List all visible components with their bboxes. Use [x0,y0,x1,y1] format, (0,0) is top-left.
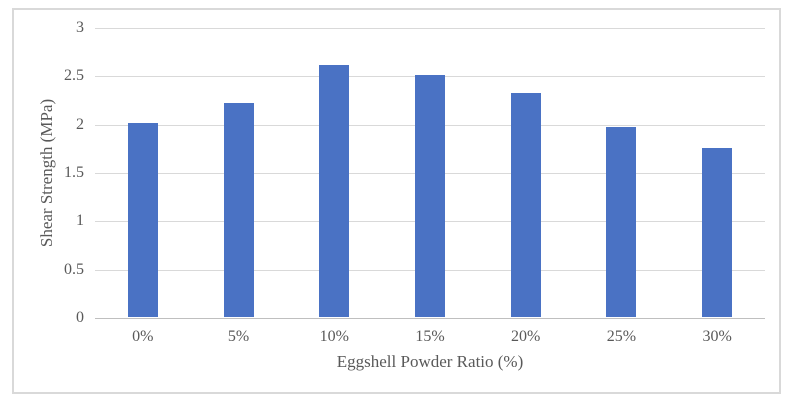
plot-area [95,28,765,319]
y-tick-label: 2 [76,115,84,133]
x-tick-label: 20% [511,328,541,345]
y-tick-label: 1 [76,212,84,230]
bar [127,122,158,317]
bar [319,64,350,317]
y-axis-ticks: 0 0.5 1 1.5 2 2.5 3 [0,19,84,326]
bar [223,103,254,317]
bar [510,92,541,317]
x-tick-label: 15% [415,328,445,345]
y-tick-label: 0.5 [64,260,84,278]
y-axis-title: Shear Strength (MPa) [37,98,56,248]
bar [702,147,733,317]
gridline [95,28,765,29]
x-tick-label: 25% [606,328,637,345]
x-tick-label: 10% [319,328,349,345]
x-tick-label: 5% [227,328,250,345]
bar [415,75,445,317]
y-tick-label: 1.5 [64,164,84,181]
x-axis-labels: 0% 5% 10% 15% 20% 25% 30% [95,327,765,349]
x-tick-label: 30% [702,328,732,345]
y-tick-label: 0 [76,309,84,326]
x-axis-title: Eggshell Powder Ratio (%) [336,352,524,371]
y-tick-label: 3 [76,19,84,36]
y-tick-label: 2.5 [64,67,84,85]
x-tick-label: 0% [132,328,154,345]
bar [606,126,637,317]
x-axis-line [95,318,765,319]
